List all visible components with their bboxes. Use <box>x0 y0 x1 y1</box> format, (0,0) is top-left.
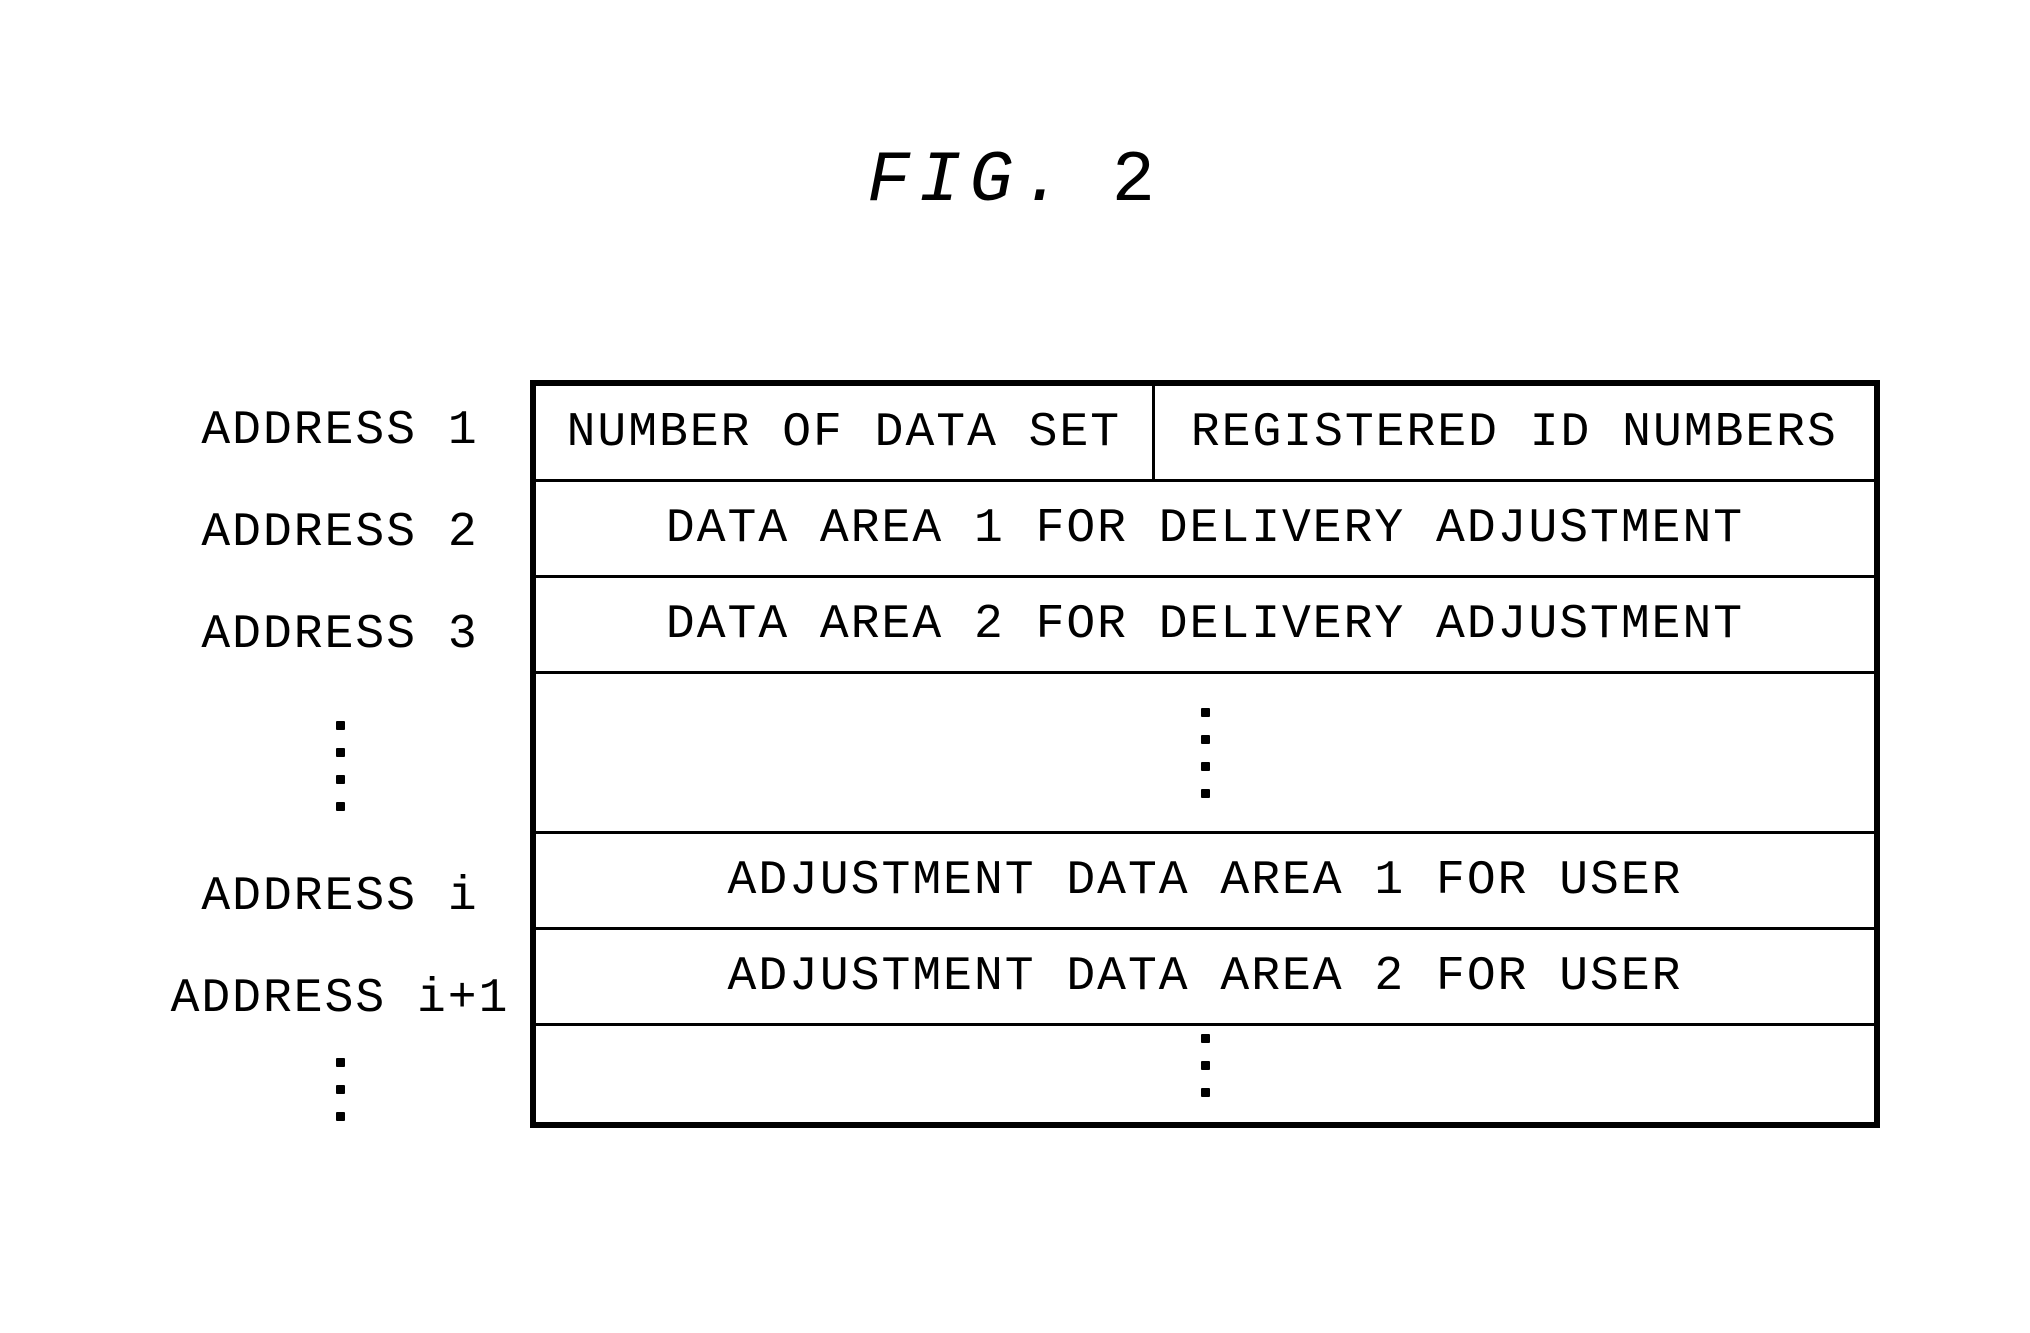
figure-title: FIG. 2 <box>867 140 1163 222</box>
table-row: DATA AREA 1 FOR DELIVERY ADJUSTMENT <box>536 482 1874 578</box>
vertical-dots-icon <box>1201 1026 1210 1104</box>
header-cell-idnumbers: REGISTERED ID NUMBERS <box>1155 386 1874 479</box>
table-row: ADJUSTMENT DATA AREA 2 FOR USER <box>536 930 1874 1026</box>
memory-map-container: ADDRESS 1 ADDRESS 2 ADDRESS 3 ADDRESS i … <box>150 380 1880 1128</box>
address-label: ADDRESS 1 <box>150 380 530 482</box>
address-label-dots <box>150 1050 530 1128</box>
table-row: ADJUSTMENT DATA AREA 1 FOR USER <box>536 834 1874 930</box>
header-cell-dataset: NUMBER OF DATA SET <box>536 386 1155 479</box>
vertical-dots-icon <box>336 686 345 846</box>
vertical-dots-icon <box>1201 674 1210 831</box>
table-row-header: NUMBER OF DATA SET REGISTERED ID NUMBERS <box>536 386 1874 482</box>
address-label: ADDRESS 2 <box>150 482 530 584</box>
table-row: DATA AREA 2 FOR DELIVERY ADJUSTMENT <box>536 578 1874 674</box>
table-row-dots <box>536 674 1874 834</box>
address-labels-column: ADDRESS 1 ADDRESS 2 ADDRESS 3 ADDRESS i … <box>150 380 530 1128</box>
address-label: ADDRESS 3 <box>150 584 530 686</box>
memory-table: NUMBER OF DATA SET REGISTERED ID NUMBERS… <box>530 380 1880 1128</box>
address-label: ADDRESS i+1 <box>150 948 530 1050</box>
figure-number: 2 <box>1112 140 1163 222</box>
vertical-dots-icon <box>336 1050 345 1128</box>
address-label-dots <box>150 686 530 846</box>
figure-prefix: FIG. <box>867 140 1072 222</box>
table-row-dots <box>536 1026 1874 1104</box>
address-label: ADDRESS i <box>150 846 530 948</box>
